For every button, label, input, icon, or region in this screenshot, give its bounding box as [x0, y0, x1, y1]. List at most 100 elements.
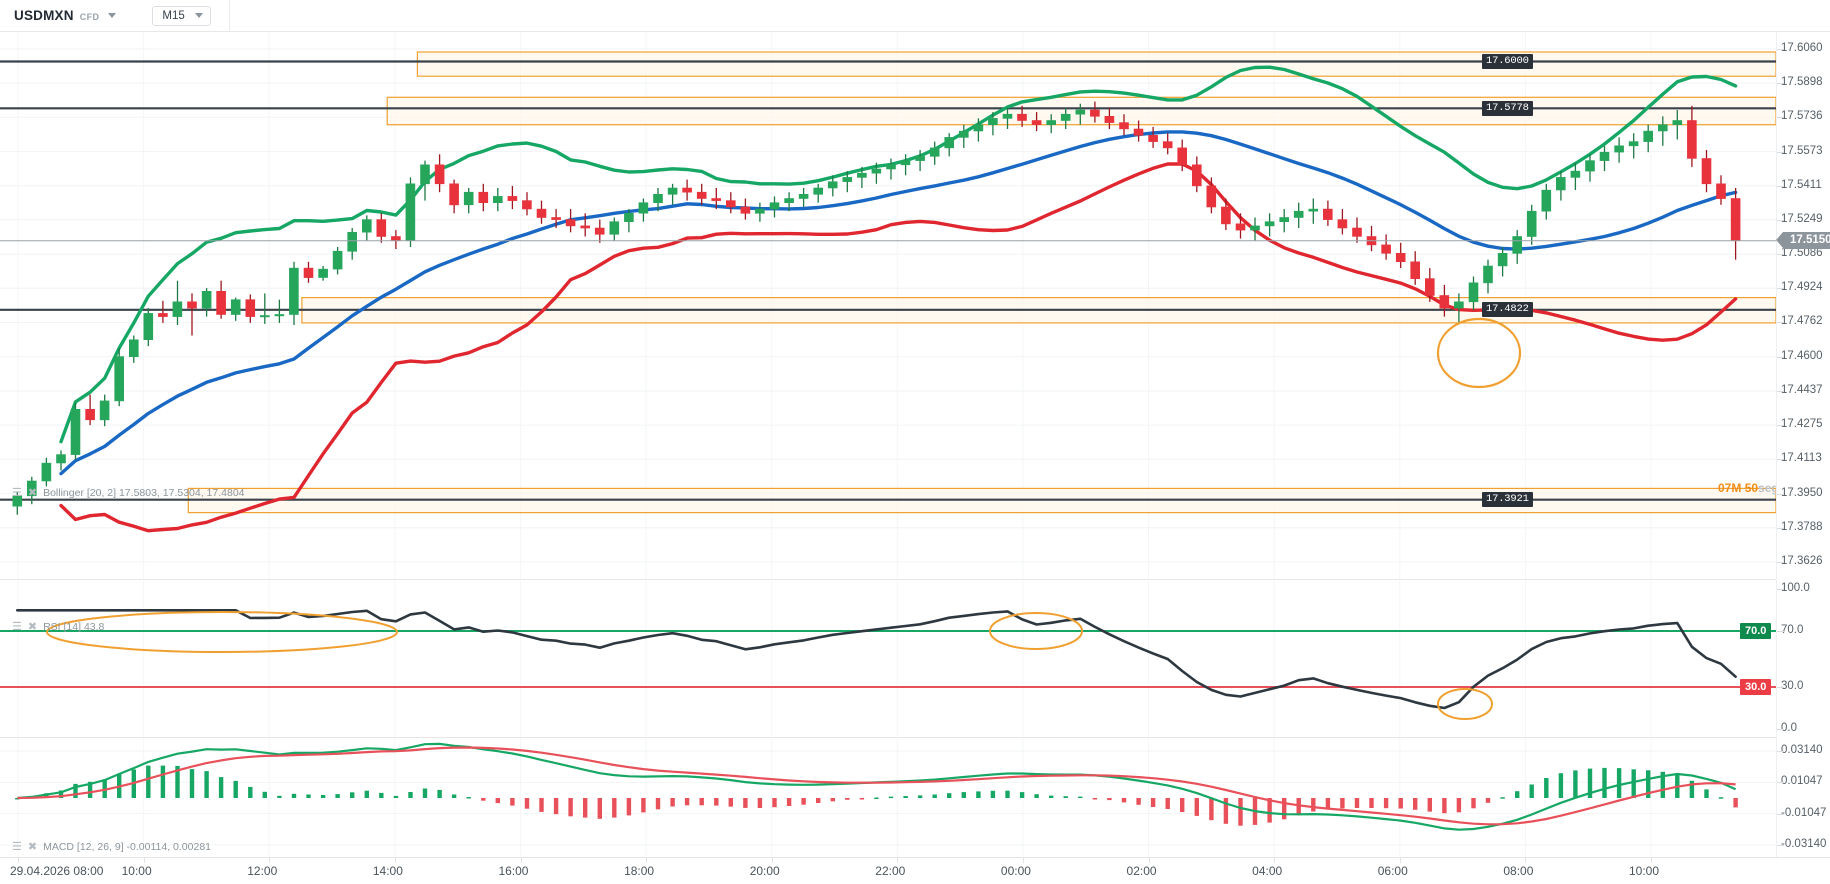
rsi-annotation-ellipse-3[interactable]	[1437, 688, 1493, 720]
level-price-tag-1[interactable]: 17.6000	[1482, 54, 1533, 69]
pane-divider-2	[0, 737, 1830, 738]
time-tick: 00:00	[1000, 864, 1031, 878]
rsi-tick-stub	[1777, 589, 1784, 590]
price-tick: 17.4924	[1781, 281, 1823, 294]
chevron-down-icon[interactable]	[194, 13, 203, 18]
macd-tick: -0.03140	[1781, 837, 1827, 850]
time-tick: 10:00	[1628, 864, 1660, 878]
settings-icon[interactable]: ☰	[12, 620, 22, 633]
price-tick-stub	[1777, 48, 1784, 50]
macd-tick: 0.01047	[1781, 775, 1823, 788]
price-tick: 17.3626	[1781, 554, 1823, 567]
rsi-oversold-tag[interactable]: 30.0	[1740, 679, 1772, 695]
bollinger-middle-band	[59, 130, 1738, 476]
timeframe-selector[interactable]: M15	[152, 5, 211, 26]
close-icon[interactable]: ✖	[27, 486, 38, 499]
macd-tick-stub	[1777, 844, 1784, 846]
time-tick-stub	[269, 858, 271, 863]
macd-signal-line	[17, 746, 1736, 826]
bollinger-legend[interactable]: ☰ ✖ Bollinger [20, 2] 17.5803, 17.5304, …	[12, 487, 245, 499]
rsi-tick: 0.0	[1781, 722, 1797, 734]
countdown-seconds: 50	[1744, 481, 1759, 495]
time-tick: 04:00	[1252, 864, 1283, 878]
rsi-tick: 30.0	[1781, 680, 1804, 692]
price-tick: 17.5086	[1781, 247, 1823, 260]
rsi-line	[16, 609, 1737, 710]
countdown-seconds-unit: seg	[1758, 481, 1779, 495]
time-tick-stub	[1525, 858, 1527, 863]
time-tick: 08:00	[1503, 864, 1534, 878]
close-icon[interactable]: ✖	[27, 840, 38, 853]
time-tick-stub	[394, 858, 396, 863]
price-tick-stub	[1777, 151, 1784, 153]
time-tick-stub	[1148, 858, 1150, 863]
time-tick-stub	[1274, 858, 1276, 863]
price-tick-stub	[1777, 390, 1784, 392]
rsi-legend-text: RSI [14] 43.8	[43, 621, 105, 633]
macd-legend[interactable]: ☰ ✖ MACD [12, 26, 9] -0.00114, 0.00281	[12, 841, 211, 853]
price-tick: 17.4762	[1781, 315, 1823, 328]
time-tick: 10:00	[121, 864, 152, 878]
price-tick-stub	[1777, 561, 1784, 563]
price-tick: 17.4275	[1781, 418, 1823, 431]
price-tick: 17.3950	[1781, 486, 1823, 499]
price-tick-stub	[1777, 219, 1784, 221]
time-tick-stub	[1399, 858, 1401, 863]
time-tick-stub	[520, 858, 522, 863]
bar-countdown: 07M 50seg	[1718, 481, 1779, 495]
rsi-annotation-ellipse-2[interactable]	[989, 612, 1083, 650]
rsi-annotation-ellipse-1[interactable]	[46, 611, 398, 653]
toolbar-divider	[228, 0, 230, 32]
price-tick-stub	[1777, 356, 1784, 358]
time-tick-stub	[143, 858, 145, 863]
last-price-tag[interactable]: 17.5150	[1776, 232, 1830, 250]
rsi-pane[interactable]	[0, 581, 1776, 737]
level-price-tag-2[interactable]: 17.5778	[1482, 100, 1533, 116]
time-tick: 18:00	[624, 864, 655, 878]
rsi-overbought-tag[interactable]: 70.0	[1740, 623, 1772, 639]
macd-histogram	[15, 765, 1738, 826]
close-icon[interactable]: ✖	[27, 620, 38, 633]
price-chart-pane[interactable]	[0, 32, 1776, 579]
price-tick-stub	[1777, 83, 1784, 84]
symbol-selector[interactable]: USDMXN CFD	[14, 8, 126, 23]
timeframe-label: M15	[162, 9, 185, 22]
time-tick: 14:00	[372, 864, 403, 878]
rsi-canvas[interactable]	[0, 581, 1776, 737]
time-tick-stub	[771, 858, 773, 863]
price-tick: 17.6060	[1781, 41, 1823, 54]
time-tick: 02:00	[1126, 864, 1157, 878]
price-tick: 17.4437	[1781, 383, 1823, 396]
macd-pane[interactable]	[0, 739, 1776, 857]
price-tick-stub	[1777, 425, 1784, 427]
macd-tick-stub	[1777, 782, 1784, 784]
price-tick-stub	[1777, 254, 1784, 256]
supply-demand-zone-1[interactable]	[416, 51, 1776, 77]
level-price-tag-4[interactable]: 17.3921	[1482, 492, 1533, 508]
time-tick: 20:00	[749, 864, 780, 878]
time-tick-stub	[1651, 858, 1652, 863]
price-tick: 17.5898	[1781, 76, 1823, 88]
macd-tick: -0.01047	[1781, 806, 1827, 819]
macd-canvas[interactable]	[0, 739, 1776, 857]
top-toolbar: USDMXN CFD M15	[0, 0, 1830, 32]
time-tick-stub	[18, 858, 19, 863]
price-tick-stub	[1777, 117, 1784, 119]
price-tick-stub	[1777, 185, 1784, 187]
settings-icon[interactable]: ☰	[12, 486, 22, 499]
countdown-minutes: 07M	[1718, 481, 1742, 495]
price-tick-stub	[1777, 459, 1784, 461]
time-tick: 12:00	[247, 864, 278, 878]
price-tick: 17.4113	[1781, 452, 1822, 465]
price-tick: 17.5411	[1781, 178, 1822, 191]
price-chart-canvas[interactable]	[0, 32, 1776, 579]
settings-icon[interactable]: ☰	[12, 840, 22, 853]
chevron-down-icon[interactable]	[108, 13, 117, 18]
price-tick-stub	[1777, 322, 1784, 324]
price-tick: 17.5249	[1781, 212, 1823, 225]
price-annotation-ellipse[interactable]	[1436, 317, 1522, 389]
time-axis[interactable]: 29.04.2026 08:00 10:00 12:00 14:00 16:00 18:0…	[0, 857, 1830, 884]
level-price-tag-3[interactable]: 17.4822	[1482, 302, 1533, 318]
rsi-legend[interactable]: ☰ ✖ RSI [14] 43.8	[12, 621, 104, 633]
price-scale[interactable]: 17.6060 17.5898 17.5736 17.5573 17.5411 17.52…	[1776, 32, 1830, 857]
